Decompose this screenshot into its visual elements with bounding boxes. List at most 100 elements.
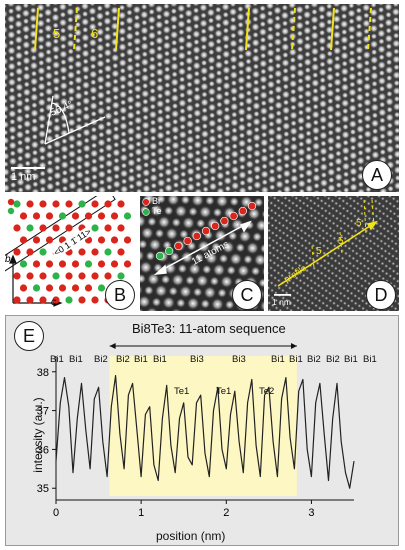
bi-atom [97, 212, 106, 220]
chart-title-text: Bi8Te3: 11-atom sequence [132, 321, 286, 336]
bi-atom [97, 236, 106, 244]
panel-a-lattice: 5 6 56.4° [5, 4, 399, 192]
bi-atom [65, 224, 73, 232]
bi-atom [71, 260, 80, 268]
te-peak-label: Te2 [259, 386, 275, 397]
bi-atom [26, 272, 34, 280]
x-tick-label: 2 [223, 507, 229, 519]
panel-c-stem-overlay: Bi Te 11 atoms C [140, 196, 264, 311]
te-atom [104, 248, 112, 256]
block-boundary-solid [330, 7, 335, 51]
bi-atom [39, 296, 47, 304]
bi-atom [52, 200, 60, 208]
bi-atom [32, 212, 41, 220]
bi-atom [52, 296, 60, 304]
block-boundary-dashed [291, 7, 296, 51]
scale-bar [274, 294, 291, 296]
te-atom-marker [165, 246, 174, 256]
atom-peak-label: Bi1 [344, 354, 358, 365]
te-atom [78, 200, 86, 208]
panel-letter-a: A [362, 160, 392, 190]
scale-bar-label: 1 nm [11, 171, 36, 183]
block-markers [311, 199, 375, 269]
y-tick-label: 35 [37, 483, 49, 495]
block-label: 5 [356, 218, 362, 229]
bi-atom [45, 284, 54, 292]
legend-bi-swatch [7, 198, 15, 206]
bi-atom-marker [211, 221, 220, 231]
bi-atom-marker [201, 226, 211, 236]
te-atom [19, 260, 28, 268]
legend-te-label: Te [152, 206, 162, 216]
atom-peak-label: Bi2 [307, 354, 321, 365]
bi-atom [39, 224, 47, 232]
te-atom [13, 200, 21, 208]
bi-atom [13, 224, 21, 232]
axis-b-label: b [5, 254, 11, 265]
bi-atom-marker [183, 236, 192, 246]
block-label-6: 6 [91, 26, 98, 41]
bi-atom [117, 200, 125, 208]
panel-d-stem-overview: profile 5 5 5 1 nm D [268, 196, 399, 311]
panel-b-structure-model: b c <0 1 1̄ 11> B [5, 196, 136, 311]
legend-te-swatch [7, 207, 15, 215]
atom-peak-label: Bi3 [190, 354, 204, 365]
bi-atom [110, 212, 119, 220]
bi-atom [91, 200, 99, 208]
block-boundary-solid [245, 7, 250, 51]
te-atom-marker [155, 251, 165, 261]
bi-atom-marker [192, 231, 201, 241]
atom-peak-label: Bi3 [232, 354, 246, 365]
legend-bi-swatch [142, 198, 150, 206]
bi-atom [19, 236, 28, 244]
bi-atom-marker [238, 206, 247, 216]
block-label: 5 [338, 236, 344, 247]
atom-peak-label: Bi2 [326, 354, 340, 365]
intensity-chart: 35 36 37 38 0 1 2 3 [37, 343, 355, 519]
bi-atom [45, 212, 54, 220]
bi-atom [97, 260, 106, 268]
te-atom [117, 272, 125, 280]
te-atom [26, 224, 34, 232]
bi-atom [45, 236, 54, 244]
axis-c-label: c [51, 297, 56, 308]
te-peak-label: Te1 [174, 386, 190, 397]
atom-peak-label: Bi2 [116, 354, 130, 365]
bi-atom [13, 296, 21, 304]
bi-atom [45, 260, 54, 268]
y-tick-label: 36 [37, 444, 49, 456]
te-atom [32, 284, 41, 292]
bi-atom [71, 212, 80, 220]
atom-peak-label: Bi1 [69, 354, 83, 365]
bi-atom [19, 212, 28, 220]
y-axis-label: intensity (a.u.) [31, 397, 45, 473]
bi-atom [110, 236, 119, 244]
bi-atom [65, 200, 73, 208]
atom-peak-label: Bi1 [363, 354, 377, 365]
te-atom [84, 260, 93, 268]
bi-atom [78, 248, 86, 256]
te-peak-label: Te1 [216, 386, 232, 397]
bi-atom [39, 200, 47, 208]
block-boundary-solid [34, 7, 39, 51]
legend-te-swatch [142, 208, 150, 216]
y-tick-label: 38 [37, 367, 49, 379]
bi-atom [13, 248, 21, 256]
panel-letter-e: E [14, 321, 44, 351]
bi-atom [91, 272, 99, 280]
bi-atom [123, 260, 132, 268]
bi-atom [104, 224, 112, 232]
bi-atom [84, 284, 93, 292]
bi-atom [32, 236, 41, 244]
bi-atom [32, 260, 41, 268]
bi-atom [104, 200, 112, 208]
te-atom [123, 212, 132, 220]
bi-atom [26, 248, 34, 256]
bi-atom [84, 212, 93, 220]
bi-atom [58, 284, 67, 292]
bi-atom [78, 272, 86, 280]
bi-atom [91, 296, 99, 304]
panel-a-stem-image: 5 6 56.4° 1 nm A [5, 4, 399, 192]
bi-atom-marker [247, 201, 257, 211]
legend-bi-label: Bi [152, 196, 161, 206]
